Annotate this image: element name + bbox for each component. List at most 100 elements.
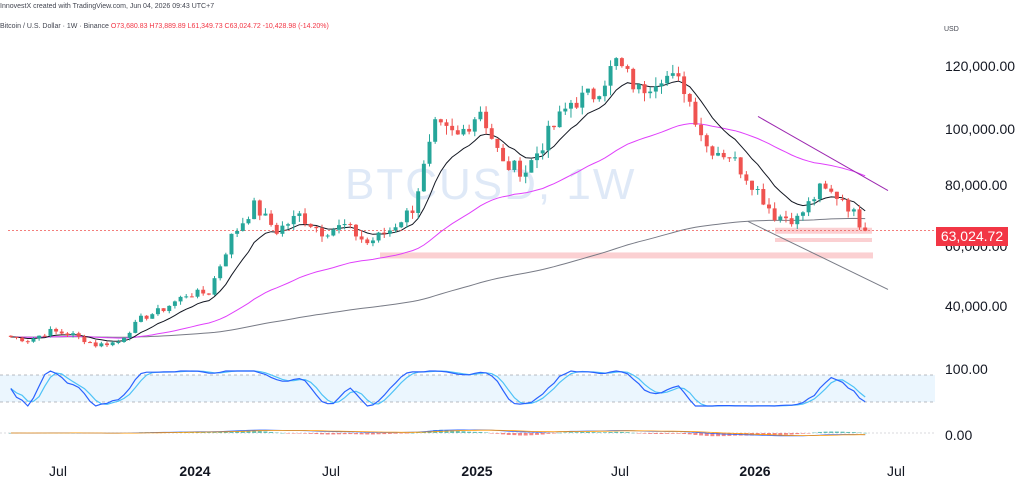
macd-histogram-bar [297,433,302,434]
candle-body [20,337,25,342]
candle-body [206,293,211,295]
macd-histogram-bar [286,433,291,434]
macd-histogram-bar [450,430,455,433]
candle-body [387,230,392,234]
macd-histogram-bar [642,433,647,434]
macd-histogram-bar [851,432,856,433]
candle-body [455,130,460,135]
macd-histogram-bar [257,431,262,433]
candle-body [670,73,675,76]
candle-body [133,321,138,333]
candle-body [829,188,834,192]
candle-body [127,332,132,338]
candle-body [863,227,868,231]
candle-body [778,216,783,221]
trendline-upper [757,116,889,192]
macd-histogram-bar [393,433,398,434]
macd-histogram-bar [625,432,630,433]
candle-body [812,199,817,202]
candle-body [444,122,449,126]
candle-body [122,337,126,342]
candle-body [693,101,698,125]
macd-histogram-bar [546,433,551,434]
macd-histogram-bar [320,433,324,435]
candle-body [755,188,760,190]
macd-histogram-bar [636,433,641,434]
macd-histogram-bar [857,432,862,434]
macd-histogram-bar [676,433,681,434]
macd-histogram-bar [489,433,494,434]
candle-body [546,125,551,151]
candle-body [518,160,523,177]
candle-body [88,342,93,344]
candle-body [54,328,59,332]
macd-histogram-bar [591,432,596,433]
macd-histogram-bar [670,433,675,434]
macd-histogram-bar [376,433,381,435]
candle-body [240,223,245,231]
candle-body [370,240,375,244]
candle-body [82,336,87,343]
candle-body [535,153,539,161]
macd-histogram-bar [274,432,279,434]
macd-histogram-bar [772,433,777,436]
macd-histogram-bar [659,433,664,434]
candle-body [602,85,607,97]
candle-body [404,210,409,223]
macd-histogram-bar [467,431,472,433]
price-axis-label: 120,000.00 [945,58,1016,74]
macd-histogram-bar [812,432,817,434]
macd-histogram-bar [817,431,822,433]
macd-histogram-bar [653,433,658,434]
macd-histogram-bar [455,430,460,433]
time-axis-label: Jul [322,463,340,479]
candle-body [353,224,358,237]
candle-body [636,84,641,90]
candle-body [597,96,602,100]
candle-body [506,161,511,170]
candle-body [161,308,166,312]
macd-histogram-bar [342,433,347,435]
last-price-tag: 63,024.72 [936,227,1008,246]
candle-body [489,128,494,139]
candle-body [105,343,109,346]
macd-histogram-bar [331,433,336,435]
macd-histogram-bar [710,433,715,437]
candle-body [834,191,839,199]
candle-body [421,163,426,192]
candle-body [823,183,828,189]
candle-body [540,150,545,154]
candle-body [201,289,206,294]
macd-histogram-bar [235,431,240,433]
candle-body [71,333,76,336]
candle-body [687,94,692,102]
macd-histogram-bar [721,433,726,437]
candle-body [682,76,687,95]
candle-body [337,225,341,230]
candle-body [783,216,788,219]
macd-histogram-bar [523,433,528,436]
candle-body [359,236,364,240]
macd-histogram-bar [608,432,613,433]
macd-histogram-bar [699,433,704,436]
candle-body [761,188,766,205]
macd-histogram-bar [631,432,636,434]
support-zone [380,252,873,259]
candle-body [37,335,42,339]
candle-body [619,58,624,67]
macd-histogram-bar [834,431,839,433]
candle-body [450,125,455,131]
candle-body [574,102,579,108]
candle-body [150,314,155,319]
macd-histogram-bar [693,433,698,435]
macd-histogram-bar [201,432,206,433]
candle-body [659,83,664,87]
candle-body [631,68,636,90]
candle-body [246,219,251,224]
candle-body [461,128,466,135]
price-axis-label: 100,000.00 [945,121,1016,137]
macd-histogram-bar [308,433,313,434]
candle-body [218,266,223,279]
